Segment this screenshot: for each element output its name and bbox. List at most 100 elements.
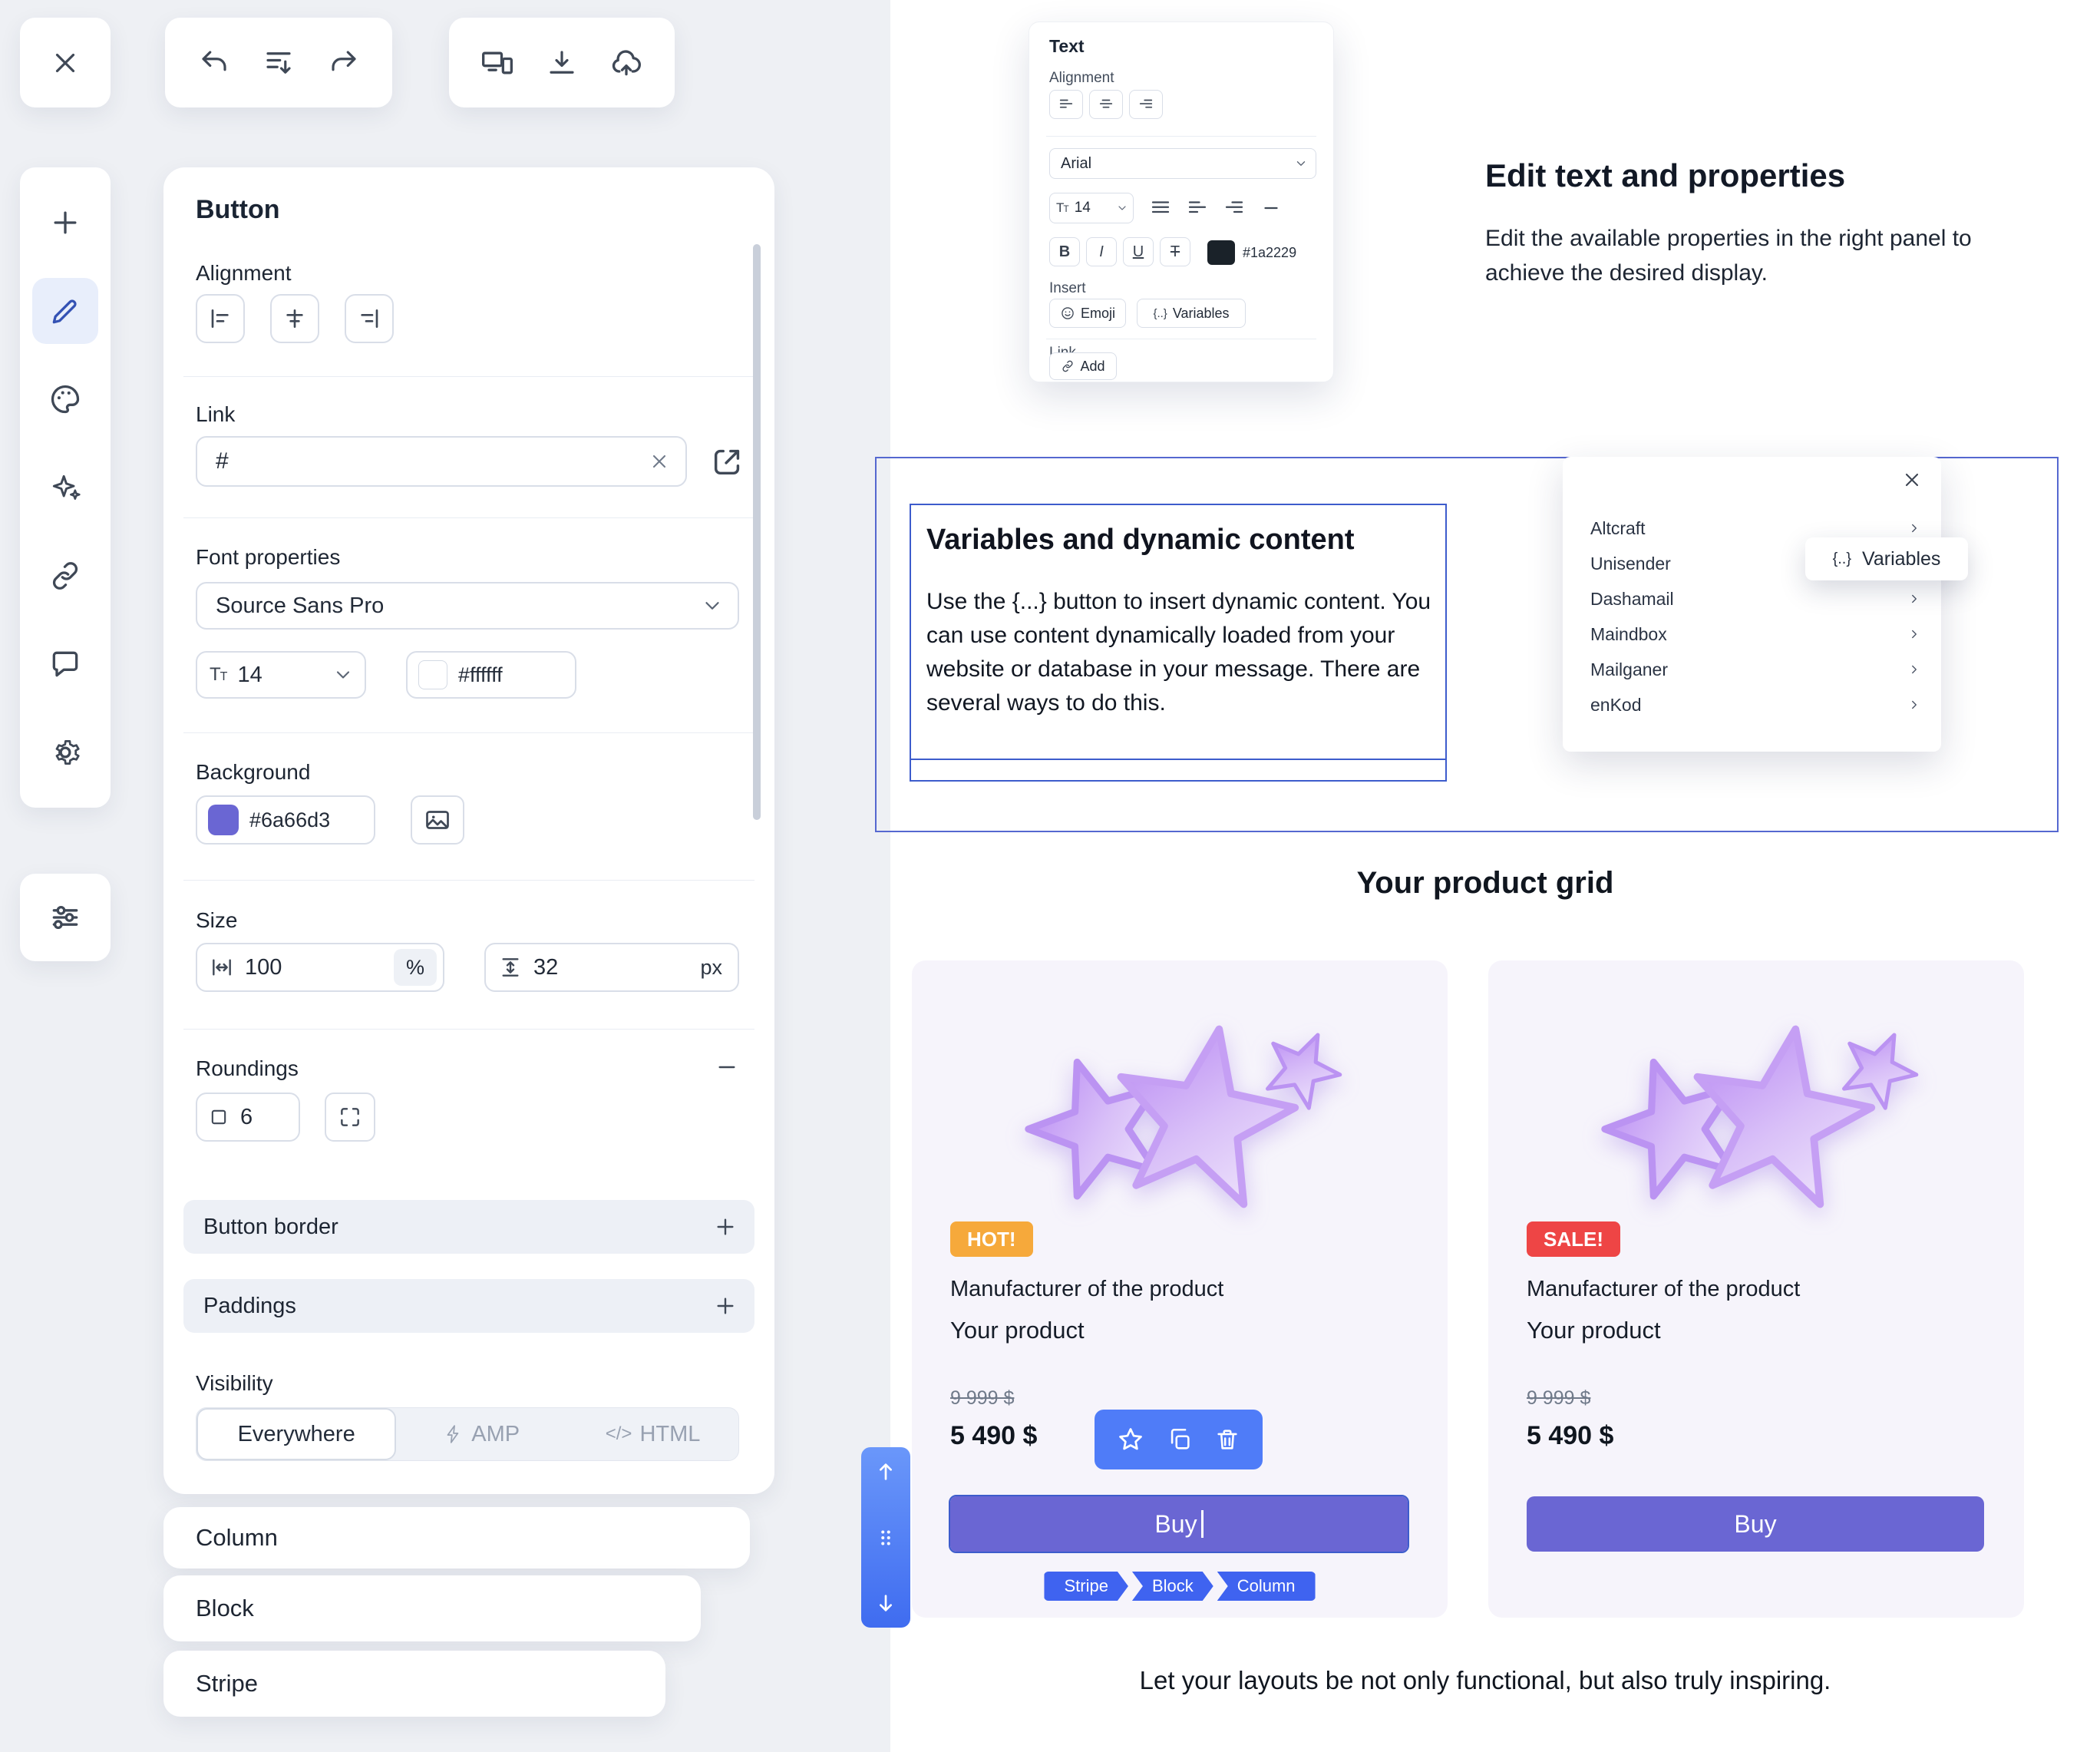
background-image-button[interactable] <box>411 795 464 845</box>
rail-ai-button[interactable] <box>32 455 98 521</box>
popup-font-size-select[interactable]: TT 14 <box>1049 193 1134 223</box>
background-color-hex: #6a66d3 <box>249 808 331 831</box>
sparkles-icon <box>48 471 82 504</box>
menu-item-maindbox[interactable]: Maindbox <box>1563 617 1941 652</box>
panel-scrollbar[interactable] <box>753 244 761 820</box>
text-align-center-button[interactable] <box>1089 90 1123 119</box>
link-input[interactable]: # <box>196 436 687 487</box>
block-drag-handle[interactable] <box>861 1447 910 1628</box>
font-size-icon: TT <box>210 664 227 685</box>
font-color-field[interactable]: #ffffff <box>406 651 576 699</box>
background-color-field[interactable]: #6a66d3 <box>196 795 375 845</box>
background-label: Background <box>196 760 311 784</box>
underline-button[interactable]: U <box>1123 237 1154 266</box>
move-up-icon[interactable] <box>873 1459 898 1484</box>
chevron-down-icon <box>701 594 724 617</box>
delete-icon[interactable] <box>1214 1426 1240 1453</box>
justify-icon[interactable] <box>1149 197 1172 220</box>
font-size-select[interactable]: TT 14 <box>196 651 366 699</box>
layer-card-block[interactable]: Block <box>163 1575 701 1641</box>
layer-card-column[interactable]: Column <box>163 1507 750 1569</box>
footer-text: Let your layouts be not only functional,… <box>1139 1666 1831 1694</box>
insert-variables-button[interactable]: {..} Variables <box>1137 299 1246 328</box>
product-card-2[interactable]: SALE! Manufacturer of the product Your p… <box>1488 960 2024 1618</box>
close-menu-icon[interactable] <box>1901 469 1923 491</box>
width-input[interactable]: 100 % <box>196 943 444 992</box>
insert-emoji-button[interactable]: Emoji <box>1049 299 1126 328</box>
chevron-right-icon <box>1907 592 1921 606</box>
preview-devices-icon[interactable] <box>480 46 514 80</box>
menu-item-enkod[interactable]: enKod <box>1563 687 1941 722</box>
rail-edit-button[interactable] <box>32 278 98 344</box>
bold-button[interactable]: B <box>1049 237 1080 266</box>
pencil-icon <box>48 294 82 328</box>
buy-button-selected[interactable]: Buy <box>949 1495 1409 1553</box>
rounding-input[interactable]: 6 <box>196 1093 300 1142</box>
align-center-button[interactable] <box>270 294 319 343</box>
align-lines-left-icon[interactable] <box>1186 197 1209 220</box>
breadcrumb: Stripe Block Column <box>912 1572 1448 1601</box>
rail-adjustments-button[interactable] <box>32 884 98 950</box>
menu-item-mailganer[interactable]: Mailganer <box>1563 652 1941 687</box>
menu-item-dashamail[interactable]: Dashamail <box>1563 581 1941 617</box>
layer-stripe-label: Stripe <box>196 1670 258 1697</box>
menu-item-altcraft[interactable]: Altcraft <box>1563 511 1941 546</box>
visibility-amp[interactable]: AMP <box>396 1408 567 1460</box>
clear-link-icon[interactable] <box>649 451 670 472</box>
height-input[interactable]: 32 px <box>484 943 739 992</box>
insert-label: Insert <box>1049 280 1086 296</box>
redo-icon[interactable] <box>328 47 360 79</box>
popup-font-family-select[interactable]: Arial <box>1049 148 1316 179</box>
align-left-button[interactable] <box>196 294 245 343</box>
font-family-select[interactable]: Source Sans Pro <box>196 582 739 630</box>
add-link-button[interactable]: Add <box>1049 352 1117 380</box>
rail-add-button[interactable] <box>32 190 98 256</box>
sliders-icon <box>48 901 82 934</box>
product-card-1[interactable]: HOT! Manufacturer of the product Your pr… <box>912 960 1448 1618</box>
panel-title: Button <box>196 195 280 224</box>
braces-icon: {..} <box>1832 550 1852 567</box>
visibility-everywhere[interactable]: Everywhere <box>196 1408 397 1460</box>
variables-floating-button[interactable]: {..} Variables <box>1805 537 1968 580</box>
paddings-section[interactable]: Paddings <box>183 1279 754 1333</box>
breadcrumb-stripe[interactable]: Stripe <box>1044 1572 1128 1601</box>
text-align-right-button[interactable] <box>1129 90 1163 119</box>
rounding-corners-button[interactable] <box>325 1093 375 1142</box>
menu-item-unisender[interactable]: Unisender <box>1563 546 1941 581</box>
gear-icon <box>48 736 82 769</box>
menu-item-label: enKod <box>1590 694 1642 715</box>
rail-comments-button[interactable] <box>32 631 98 697</box>
layer-card-stripe[interactable]: Stripe <box>163 1651 665 1717</box>
version-history-icon[interactable] <box>262 47 295 79</box>
breadcrumb-block[interactable]: Block <box>1132 1572 1213 1601</box>
collapse-roundings-icon[interactable] <box>715 1055 739 1079</box>
rail-settings-button[interactable] <box>32 719 98 785</box>
button-border-section[interactable]: Button border <box>183 1200 754 1254</box>
italic-button[interactable]: I <box>1086 237 1117 266</box>
horizontal-rule-icon[interactable] <box>1260 197 1283 220</box>
move-down-icon[interactable] <box>873 1591 898 1615</box>
cloud-upload-icon[interactable] <box>609 46 643 80</box>
align-center-icon <box>282 306 307 331</box>
buy-button[interactable]: Buy <box>1527 1496 1984 1552</box>
align-right-button[interactable] <box>345 294 394 343</box>
font-size-icon: TT <box>1056 200 1069 215</box>
strikethrough-button[interactable]: T <box>1160 237 1190 266</box>
close-editor-button[interactable] <box>20 18 111 107</box>
open-link-icon[interactable] <box>710 444 745 479</box>
download-icon[interactable] <box>546 47 578 79</box>
align-lines-right-icon[interactable] <box>1223 197 1246 220</box>
favorite-star-icon[interactable] <box>1117 1426 1144 1453</box>
duplicate-icon[interactable] <box>1167 1426 1193 1453</box>
text-align-left-button[interactable] <box>1049 90 1083 119</box>
rail-appearance-button[interactable] <box>32 366 98 432</box>
visibility-html[interactable]: </> HTML <box>567 1408 738 1460</box>
text-block-selected[interactable]: Variables and dynamic content Use the {.… <box>910 504 1447 782</box>
breadcrumb-column[interactable]: Column <box>1217 1572 1316 1601</box>
rail-links-button[interactable] <box>32 543 98 609</box>
menu-item-label: Dashamail <box>1590 588 1674 609</box>
chevron-right-icon <box>1907 698 1921 712</box>
undo-icon[interactable] <box>198 47 230 79</box>
popup-text-color-field[interactable]: #1a2229 <box>1207 239 1296 266</box>
width-unit-chip[interactable]: % <box>394 949 437 986</box>
